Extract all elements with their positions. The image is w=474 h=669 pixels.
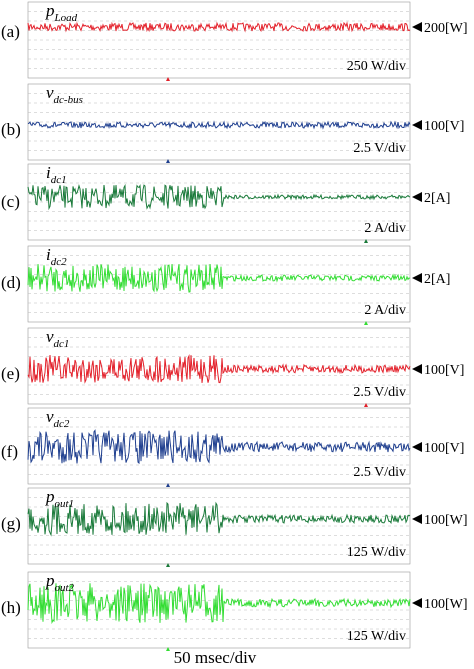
scale-label: 2 A/div (364, 303, 406, 318)
scale-label: 2.5 V/div (353, 465, 406, 480)
signal-name: vdc1 (46, 327, 69, 350)
trigger-marker (166, 483, 170, 487)
waveform (27, 501, 411, 537)
trigger-marker (364, 239, 368, 243)
signal-symbol: p (45, 1, 55, 20)
level-marker (412, 442, 422, 452)
signal-name: pout2 (45, 571, 75, 594)
panel: (a) pLoad 200[W] 250 W/div (1, 1, 468, 81)
scale-label: 2 A/div (364, 221, 406, 236)
level-marker (412, 192, 422, 202)
level-label: 200[W] (424, 21, 468, 36)
trigger-marker (166, 563, 170, 567)
signal-subscript: out2 (55, 582, 75, 594)
trigger-marker (364, 321, 368, 325)
trigger-marker (166, 77, 170, 81)
level-label: 100[W] (424, 513, 468, 528)
trigger-marker (364, 403, 368, 407)
level-marker (412, 120, 422, 130)
scale-label: 125 W/div (347, 629, 406, 644)
panel: (e) vdc1 100[V] 2.5 V/div (1, 327, 464, 407)
signal-name: pLoad (45, 1, 78, 24)
signal-name: pout1 (45, 487, 74, 510)
signal-subscript: Load (54, 12, 78, 24)
trigger-marker (166, 159, 170, 163)
panel-label: (b) (1, 120, 21, 139)
scale-label: 2.5 V/div (353, 385, 406, 400)
panel-label: (a) (1, 22, 20, 41)
signal-symbol: p (45, 487, 55, 506)
waveform (27, 429, 411, 465)
signal-name: vdc2 (46, 407, 70, 430)
signal-name: idc2 (46, 245, 67, 268)
panel: (b) vdc-bus 100[V] 2.5 V/div (1, 83, 464, 163)
waveform (27, 582, 411, 625)
panel-label: (g) (1, 514, 21, 533)
waveform (27, 120, 411, 130)
signal-name: vdc-bus (46, 83, 83, 106)
signal-name: idc1 (46, 163, 67, 186)
level-label: 100[V] (424, 441, 464, 456)
trigger-marker (166, 647, 170, 651)
waveform (27, 263, 411, 293)
signal-symbol: i (46, 163, 51, 182)
scale-label: 125 W/div (347, 545, 406, 560)
panel-label: (f) (1, 442, 18, 461)
level-marker (412, 273, 422, 283)
signal-subscript: out1 (55, 498, 75, 510)
level-label: 100[W] (424, 597, 468, 612)
time-scale: 50 msec/div (174, 648, 257, 667)
signal-symbol: v (46, 327, 54, 346)
signal-symbol: v (46, 83, 54, 102)
panel-label: (d) (1, 273, 21, 292)
signal-subscript: dc-bus (54, 94, 83, 106)
level-marker (412, 364, 422, 374)
panel: (g) pout1 100[W] 125 W/div (1, 487, 468, 567)
level-marker (412, 22, 422, 32)
panel-label: (e) (1, 364, 20, 383)
signal-subscript: dc2 (51, 256, 67, 268)
panel: (c) idc1 2[A] 2 A/div (1, 163, 450, 243)
level-marker (412, 514, 422, 524)
panel: (f) vdc2 100[V] 2.5 V/div (1, 407, 464, 487)
panel: (h) pout2 100[W] 125 W/div (1, 571, 468, 651)
panel: (d) idc2 2[A] 2 A/div (1, 245, 450, 325)
waveform (27, 21, 411, 33)
signal-symbol: p (45, 571, 55, 590)
signal-subscript: dc2 (54, 418, 70, 430)
signal-subscript: dc1 (54, 338, 70, 350)
waveform (27, 183, 411, 211)
panel-label: (h) (1, 598, 21, 617)
signal-symbol: v (46, 407, 54, 426)
level-marker (412, 598, 422, 608)
level-label: 100[V] (424, 363, 464, 378)
level-label: 2[A] (424, 191, 450, 206)
waveform (27, 354, 411, 384)
panel-label: (c) (1, 192, 20, 211)
level-label: 2[A] (424, 272, 450, 287)
signal-symbol: i (46, 245, 51, 264)
level-label: 100[V] (424, 119, 464, 134)
scale-label: 2.5 V/div (353, 141, 406, 156)
signal-subscript: dc1 (51, 174, 67, 186)
scale-label: 250 W/div (347, 59, 406, 74)
